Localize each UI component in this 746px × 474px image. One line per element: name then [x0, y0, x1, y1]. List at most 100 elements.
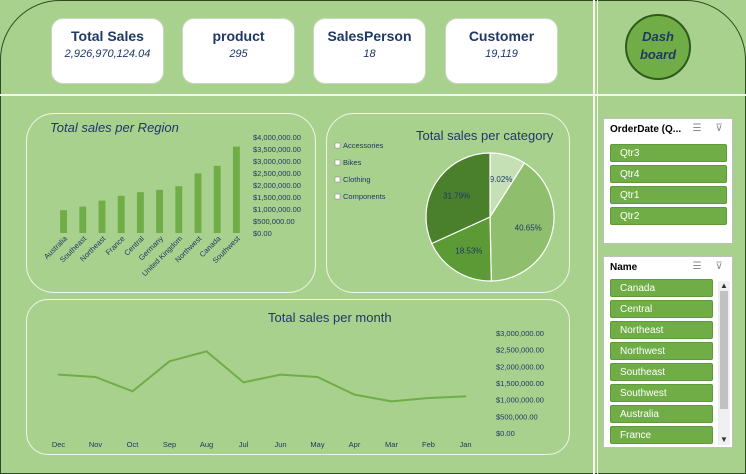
- orderdate-slicer: OrderDate (Q... ☰ ⊽ Qtr3 Qtr4 Qtr1 Qtr2: [603, 118, 733, 244]
- y-tick-label: $0.00: [253, 229, 272, 238]
- kpi-card-total-sales: Total Sales 2,926,970,124.04: [51, 18, 164, 84]
- region-chart-title: Total sales per Region: [50, 120, 179, 135]
- divider-horizontal: [0, 94, 746, 96]
- bar: [232, 146, 240, 233]
- line-point: [427, 397, 430, 399]
- multi-select-icon[interactable]: ☰: [692, 261, 702, 272]
- bar: [156, 189, 164, 233]
- bar: [117, 195, 125, 233]
- bar: [60, 210, 68, 233]
- x-tick-label: Sep: [163, 440, 176, 449]
- slicer-item-canada[interactable]: Canada: [610, 279, 713, 297]
- x-tick-label: Jan: [459, 440, 471, 449]
- line-point: [57, 373, 60, 376]
- slicer-item-france[interactable]: France: [610, 426, 713, 444]
- x-tick-label: Jul: [239, 440, 249, 449]
- clear-filter-icon[interactable]: ⊽: [715, 123, 723, 134]
- kpi-value: 295: [229, 48, 248, 60]
- slicer-item-qtr2[interactable]: Qtr2: [610, 207, 727, 225]
- legend-label: Accessories: [343, 141, 384, 150]
- y-tick-label: $500,000.00: [496, 412, 538, 421]
- name-slicer-title: Name: [610, 262, 638, 273]
- pie-slice: [425, 152, 491, 245]
- y-tick-label: $2,000,000.00: [496, 362, 544, 371]
- category-pie-chart: Accessories Bikes Clothing Components 9.02% 4…: [334, 141, 555, 282]
- kpi-value: 2,926,970,124.04: [64, 48, 151, 60]
- multi-select-icon[interactable]: ☰: [692, 123, 702, 134]
- divider-vertical-secondary: [597, 0, 598, 474]
- y-tick-label: $0.00: [496, 429, 515, 438]
- y-tick-label: $500,000.00: [253, 217, 295, 226]
- legend-swatch: [334, 159, 341, 166]
- y-tick-label: $1,000,000.00: [253, 205, 301, 214]
- y-tick-label: $3,500,000.00: [253, 145, 301, 154]
- dashboard-button-line1: Dash: [642, 29, 674, 44]
- legend-swatch: [334, 142, 341, 149]
- month-chart-title: Total sales per month: [268, 310, 392, 325]
- orderdate-slicer-title: OrderDate (Q...: [610, 124, 682, 135]
- line-point: [279, 373, 282, 376]
- line-point: [94, 376, 97, 378]
- slicer-item-qtr4[interactable]: Qtr4: [610, 165, 727, 183]
- kpi-card-salesperson: SalesPerson 18: [313, 18, 426, 84]
- legend-swatch: [334, 193, 341, 200]
- slicer-item-qtr3[interactable]: Qtr3: [610, 144, 727, 162]
- bar: [175, 186, 183, 233]
- line-point: [242, 381, 245, 384]
- x-tick-label: Apr: [349, 440, 361, 449]
- x-tick-label: Nov: [89, 440, 103, 449]
- pie-data-label: 18.53%: [455, 247, 482, 256]
- x-tick-label: Aug: [200, 440, 213, 449]
- kpi-card-customer: Customer 19,119: [445, 18, 558, 84]
- slicer-item-southeast[interactable]: Southeast: [610, 363, 713, 381]
- legend-swatch: [334, 176, 341, 183]
- pie-data-label: 40.65%: [515, 224, 542, 233]
- slicer-item-australia[interactable]: Australia: [610, 405, 713, 423]
- region-bar-chart: AustraliaSoutheastNortheastFranceCentral…: [42, 133, 301, 278]
- slicer-item-central[interactable]: Central: [610, 300, 713, 318]
- dashboard-button-line2: board: [639, 47, 677, 62]
- bar: [213, 165, 221, 233]
- y-tick-label: $3,000,000.00: [253, 157, 301, 166]
- y-tick-label: $1,000,000.00: [496, 396, 544, 405]
- x-tick-label: Mar: [385, 440, 398, 449]
- slicer-item-northwest[interactable]: Northwest: [610, 342, 713, 360]
- line-point: [390, 400, 393, 403]
- legend-label: Clothing: [343, 175, 371, 184]
- y-tick-label: $2,500,000.00: [496, 346, 544, 355]
- month-line-chart: Dec Nov Oct Sep Aug Jul Jun May Apr Mar Feb Jan $3,0…: [52, 329, 544, 449]
- region-chart-panel: [26, 113, 316, 293]
- category-chart-panel: [326, 113, 570, 293]
- slicer-item-southwest[interactable]: Southwest: [610, 384, 713, 402]
- x-tick-label: May: [310, 440, 324, 449]
- slicer-item-qtr1[interactable]: Qtr1: [610, 186, 727, 204]
- x-tick-label: France: [104, 234, 127, 257]
- slicer-scrollbar[interactable]: ▲ ▼: [718, 281, 730, 445]
- y-tick-label: $1,500,000.00: [253, 193, 301, 202]
- scroll-down-icon[interactable]: ▼: [720, 435, 728, 444]
- kpi-title: product: [212, 28, 265, 44]
- legend-label: Bikes: [343, 158, 362, 167]
- bar: [98, 200, 106, 233]
- line-point: [131, 390, 134, 393]
- kpi-value: 19,119: [485, 48, 518, 60]
- kpi-value: 18: [363, 48, 376, 60]
- scroll-thumb[interactable]: [720, 291, 728, 409]
- pie-slice: [489, 162, 555, 282]
- dashboard-button[interactable]: Dash board: [625, 14, 691, 80]
- y-tick-label: $2,000,000.00: [253, 181, 301, 190]
- x-tick-label: Dec: [52, 440, 66, 449]
- y-tick-label: $4,000,000.00: [253, 133, 301, 142]
- y-tick-label: $3,000,000.00: [496, 329, 544, 338]
- line-point: [205, 350, 208, 353]
- x-tick-label: Feb: [422, 440, 435, 449]
- y-tick-label: $1,500,000.00: [496, 379, 544, 388]
- slicer-item-northeast[interactable]: Northeast: [610, 321, 713, 339]
- x-tick-label: Oct: [127, 440, 140, 449]
- clear-filter-icon[interactable]: ⊽: [715, 261, 723, 272]
- bar: [79, 206, 87, 233]
- kpi-title: SalesPerson: [327, 28, 412, 44]
- pie-slice: [430, 216, 492, 282]
- month-chart-panel: [26, 299, 570, 455]
- scroll-up-icon[interactable]: ▲: [720, 281, 728, 290]
